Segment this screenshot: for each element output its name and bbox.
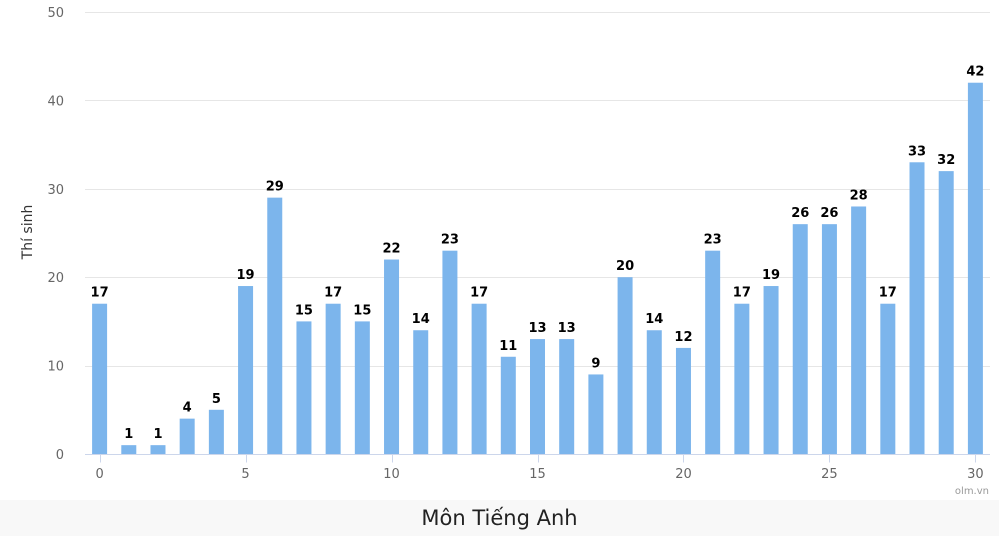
bar-30[interactable] <box>967 82 983 454</box>
data-label-13: 17 <box>470 286 488 301</box>
data-label-19: 14 <box>645 312 663 327</box>
bar-layer <box>92 82 983 454</box>
bar-0[interactable] <box>92 303 108 454</box>
bar-14[interactable] <box>500 356 516 454</box>
data-label-3: 4 <box>183 401 192 416</box>
x-tick-label-20: 20 <box>675 467 692 482</box>
credits-link[interactable]: olm.vn <box>955 486 989 497</box>
y-tick-label-40: 40 <box>47 94 64 109</box>
bar-8[interactable] <box>325 303 341 454</box>
data-label-7: 15 <box>295 303 313 318</box>
bar-22[interactable] <box>734 303 750 454</box>
data-label-15: 13 <box>528 321 546 336</box>
bar-28[interactable] <box>909 162 925 454</box>
data-label-20: 12 <box>674 330 692 345</box>
data-label-17: 9 <box>591 356 600 371</box>
x-tick-label-15: 15 <box>529 467 546 482</box>
data-label-21: 23 <box>704 233 722 248</box>
data-label-10: 22 <box>382 242 400 257</box>
data-label-28: 33 <box>908 144 926 159</box>
y-tick-label-0: 0 <box>56 448 64 463</box>
data-label-27: 17 <box>879 286 897 301</box>
bar-29[interactable] <box>938 171 954 454</box>
x-tick-label-5: 5 <box>241 467 249 482</box>
bar-16[interactable] <box>559 339 575 454</box>
y-tick-label-30: 30 <box>47 183 64 198</box>
x-tick-label-0: 0 <box>95 467 103 482</box>
bar-3[interactable] <box>179 418 195 454</box>
data-label-2: 1 <box>153 427 162 442</box>
grid-layer <box>85 12 990 367</box>
data-label-23: 19 <box>762 268 780 283</box>
bar-5[interactable] <box>238 286 254 454</box>
data-label-12: 23 <box>441 233 459 248</box>
data-label-14: 11 <box>499 339 517 354</box>
data-label-22: 17 <box>733 286 751 301</box>
data-label-8: 17 <box>324 286 342 301</box>
y-tick-label-50: 50 <box>47 6 64 21</box>
bar-20[interactable] <box>675 347 691 454</box>
bar-26[interactable] <box>851 206 867 454</box>
bar-21[interactable] <box>705 250 721 454</box>
data-label-26: 28 <box>850 188 868 203</box>
bar-27[interactable] <box>880 303 896 454</box>
bar-19[interactable] <box>646 330 662 454</box>
data-label-11: 14 <box>412 312 430 327</box>
data-label-16: 13 <box>558 321 576 336</box>
chart-title: Môn Tiếng Anh <box>421 506 578 530</box>
data-label-1: 1 <box>124 427 133 442</box>
bar-12[interactable] <box>442 250 458 454</box>
y-tick-label-20: 20 <box>47 271 64 286</box>
x-tick-label-25: 25 <box>821 467 838 482</box>
data-label-4: 5 <box>212 392 221 407</box>
data-label-30: 42 <box>966 65 984 80</box>
bar-17[interactable] <box>588 374 604 454</box>
bar-10[interactable] <box>384 259 400 454</box>
bar-4[interactable] <box>208 409 224 454</box>
data-label-5: 19 <box>237 268 255 283</box>
bar-25[interactable] <box>821 224 837 454</box>
bar-2[interactable] <box>150 445 166 454</box>
bar-7[interactable] <box>296 321 312 454</box>
x-tick-label-30: 30 <box>967 467 984 482</box>
data-label-0: 17 <box>91 286 109 301</box>
bar-18[interactable] <box>617 277 633 454</box>
chart-footer: Môn Tiếng Anh <box>0 500 999 536</box>
chart-area: 0 10 20 30 40 50 0 5 10 15 20 25 30 17 1 1 4 5 19 29 15 17 15… <box>20 6 990 497</box>
bar-15[interactable] <box>530 339 545 454</box>
data-label-25: 26 <box>820 206 838 221</box>
data-label-29: 32 <box>937 153 955 168</box>
bar-6[interactable] <box>267 197 283 454</box>
bar-23[interactable] <box>763 286 779 454</box>
y-tick-label-10: 10 <box>47 360 64 375</box>
x-tick-label-10: 10 <box>383 467 400 482</box>
y-axis-title: Thí sinh <box>20 205 36 261</box>
bar-24[interactable] <box>792 224 808 454</box>
data-label-6: 29 <box>266 180 284 195</box>
bar-9[interactable] <box>354 321 370 454</box>
bar-11[interactable] <box>413 330 429 454</box>
bar-1[interactable] <box>121 445 137 454</box>
data-label-24: 26 <box>791 206 809 221</box>
data-label-18: 20 <box>616 259 634 274</box>
data-label-9: 15 <box>353 303 371 318</box>
bar-13[interactable] <box>471 303 487 454</box>
